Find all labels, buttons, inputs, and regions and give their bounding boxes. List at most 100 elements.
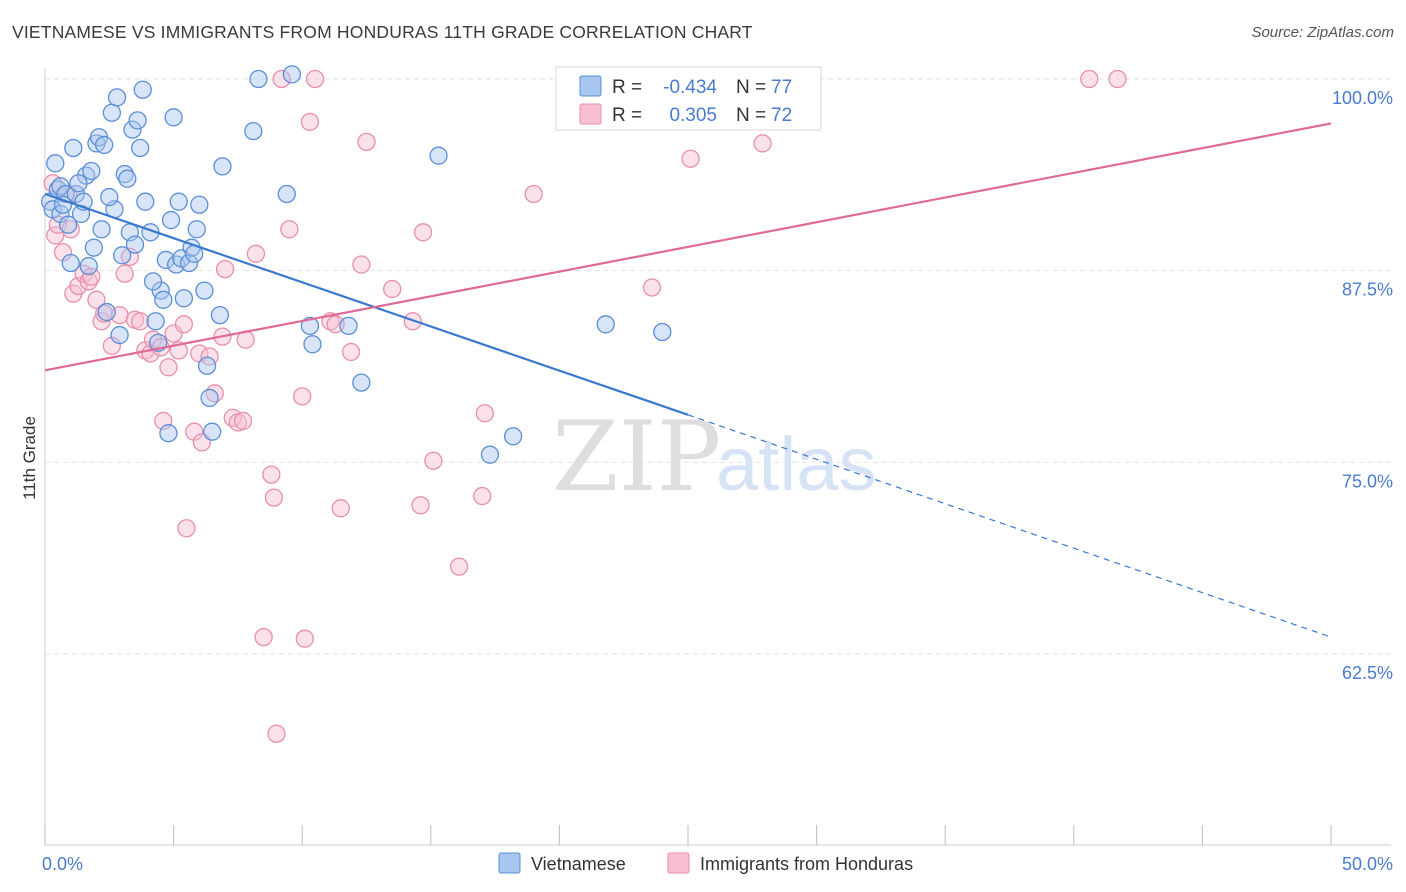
point-vietnamese (161, 210, 181, 230)
point-vietnamese (136, 192, 155, 211)
point-vietnamese (200, 388, 219, 408)
point-vietnamese (82, 161, 101, 181)
point-vietnamese (169, 192, 188, 211)
legend-n-value-honduras: 72 (771, 105, 792, 126)
point-vietnamese (174, 289, 194, 308)
bottom-legend: Vietnamese Immigrants from Honduras (498, 852, 913, 874)
point-vietnamese (131, 138, 150, 158)
series-honduras-points (43, 69, 1127, 743)
point-honduras (264, 488, 284, 507)
point-vietnamese (300, 316, 320, 336)
point-vietnamese (303, 335, 322, 354)
point-honduras (272, 69, 291, 89)
point-vietnamese (56, 184, 75, 204)
point-vietnamese (203, 422, 222, 441)
y-tick-labels: 100.0% 87.5% 75.0% 62.5% (1332, 88, 1393, 683)
point-honduras (280, 220, 299, 239)
point-vietnamese (156, 250, 176, 270)
legend-n-label: N = (736, 105, 766, 126)
bottom-legend-swatch-vietnamese (498, 852, 521, 874)
point-honduras (357, 132, 376, 152)
point-vietnamese (58, 215, 78, 234)
bottom-legend-label-honduras: Immigrants from Honduras (700, 854, 913, 874)
point-vietnamese (113, 246, 132, 265)
point-vietnamese (69, 174, 88, 193)
point-vietnamese (249, 69, 268, 89)
point-vietnamese (596, 315, 615, 334)
point-vietnamese (102, 103, 122, 122)
point-honduras (246, 244, 266, 263)
point-vietnamese (164, 108, 183, 127)
point-vietnamese (92, 220, 111, 239)
point-vietnamese (123, 120, 142, 139)
point-honduras (82, 267, 101, 286)
point-vietnamese (213, 157, 232, 176)
watermark: ZIP atlas (552, 401, 877, 513)
point-vietnamese (79, 256, 98, 276)
point-vietnamese (197, 356, 217, 375)
legend-swatch-vietnamese (579, 75, 602, 97)
point-honduras (424, 451, 443, 470)
point-vietnamese (277, 184, 296, 204)
point-honduras (300, 112, 320, 132)
legend-r-value-honduras: 0.305 (669, 105, 717, 126)
point-vietnamese (282, 65, 302, 84)
point-honduras (87, 290, 106, 309)
bottom-legend-swatch-honduras (667, 852, 690, 874)
point-honduras (305, 69, 325, 89)
point-honduras (753, 134, 772, 153)
chart-source: Source: ZipAtlas.com (1251, 24, 1394, 41)
point-vietnamese (179, 253, 199, 273)
point-honduras (331, 499, 350, 518)
point-vietnamese (653, 322, 672, 342)
point-honduras (131, 312, 150, 331)
point-honduras (341, 342, 361, 362)
point-vietnamese (95, 135, 114, 155)
axes (44, 68, 1391, 846)
point-honduras (46, 226, 65, 245)
point-vietnamese (503, 427, 523, 446)
y-axis-label: 11th Grade (20, 416, 39, 500)
trend-line-vietnamese (44, 192, 689, 416)
point-honduras (413, 223, 433, 242)
legend-r-value-vietnamese: -0.434 (663, 77, 717, 98)
point-vietnamese (190, 195, 209, 214)
point-honduras (475, 404, 494, 423)
point-vietnamese (244, 121, 263, 141)
point-honduras (681, 149, 700, 168)
x-tick-label: 50.0% (1342, 854, 1393, 874)
watermark-zip: ZIP (552, 401, 721, 513)
point-vietnamese (61, 253, 80, 273)
y-tick-label: 75.0% (1342, 471, 1393, 491)
point-honduras (115, 264, 134, 283)
point-honduras (159, 358, 178, 377)
point-vietnamese (146, 312, 165, 331)
point-vietnamese (133, 80, 152, 99)
point-vietnamese (84, 238, 104, 257)
legend-r-label: R = (612, 77, 642, 98)
point-vietnamese (125, 235, 145, 254)
legend-r-label: R = (612, 105, 642, 126)
point-honduras (449, 557, 469, 576)
trend-lines (44, 122, 1332, 638)
bottom-legend-label-vietnamese: Vietnamese (531, 854, 626, 874)
point-honduras (642, 278, 662, 297)
point-vietnamese (66, 184, 86, 204)
point-vietnamese (210, 305, 230, 325)
trend-line-vietnamese-extrapolated (687, 414, 1332, 638)
y-tick-label: 62.5% (1342, 663, 1393, 683)
point-honduras (383, 279, 402, 299)
grid-lines (45, 78, 1391, 655)
point-vietnamese (429, 146, 448, 165)
point-honduras (1080, 69, 1099, 89)
x-tick-label: 0.0% (42, 854, 83, 874)
chart-title: VIETNAMESE VS IMMIGRANTS FROM HONDURAS 1… (12, 22, 753, 42)
x-tick-labels: 0.0% 50.0% (42, 854, 1393, 874)
legend-n-label: N = (736, 77, 766, 98)
point-honduras (473, 486, 492, 506)
point-vietnamese (118, 169, 137, 188)
series-vietnamese-points (40, 65, 672, 464)
point-honduras (233, 411, 253, 431)
y-tick-label: 87.5% (1342, 280, 1393, 300)
point-honduras (352, 255, 371, 274)
